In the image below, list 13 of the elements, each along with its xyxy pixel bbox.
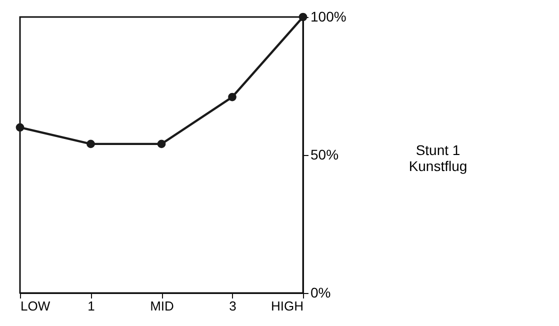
point (228, 92, 236, 102)
text: Stunt 1 Kunstflug (408, 142, 468, 174)
x-tick-label: LOW (20, 298, 51, 314)
y-tick-label: 0% (310, 284, 331, 300)
y-tick-label: 50% (310, 146, 339, 162)
point (86, 140, 95, 148)
x-tick-label: HIGH (271, 298, 304, 314)
x-tick-label: 3 (229, 298, 236, 314)
point (157, 140, 166, 148)
point (16, 123, 24, 132)
y-tick-label: 100% (310, 8, 346, 24)
x-tick-label: 1 (88, 298, 95, 314)
x-tick-label: MID (150, 298, 174, 314)
